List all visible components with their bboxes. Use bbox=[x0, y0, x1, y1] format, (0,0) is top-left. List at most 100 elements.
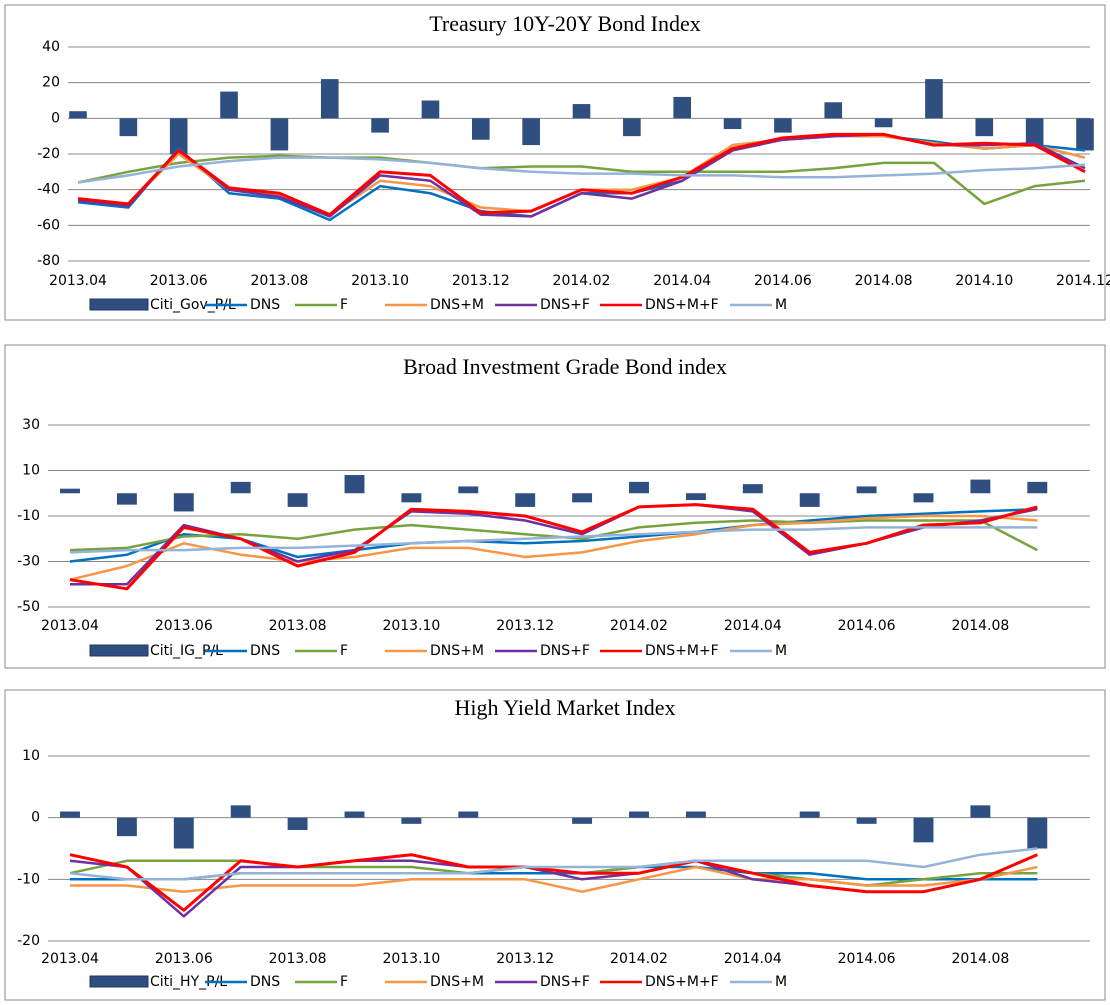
legend-label: DNS bbox=[250, 974, 280, 990]
chart-title: Broad Investment Grade Bond index bbox=[403, 354, 727, 379]
bar bbox=[287, 817, 308, 830]
bar bbox=[572, 817, 593, 824]
bar bbox=[673, 96, 692, 119]
legend-label: DNS bbox=[250, 297, 280, 313]
bar bbox=[685, 811, 706, 818]
x-tick-label: 2013.10 bbox=[351, 273, 409, 289]
chart-frame bbox=[4, 689, 1106, 1001]
bar bbox=[344, 475, 365, 494]
bar bbox=[515, 493, 536, 507]
x-tick-label: 2014.08 bbox=[855, 273, 913, 289]
bar bbox=[230, 805, 251, 818]
x-tick-label: 2013.08 bbox=[250, 273, 308, 289]
bar bbox=[421, 100, 440, 119]
bar bbox=[856, 817, 877, 824]
bar bbox=[685, 493, 706, 501]
chart-title: High Yield Market Index bbox=[455, 695, 676, 720]
bar bbox=[874, 118, 893, 128]
bar bbox=[572, 104, 591, 119]
bar bbox=[799, 811, 820, 818]
bar bbox=[925, 79, 943, 119]
bar bbox=[458, 486, 479, 494]
y-tick-label: -10 bbox=[17, 508, 40, 524]
series-line bbox=[77, 134, 1086, 222]
bar bbox=[471, 118, 490, 140]
bar bbox=[623, 118, 641, 137]
legend-label: DNS+F bbox=[540, 974, 590, 990]
bar bbox=[975, 118, 994, 137]
x-tick-label: 2013.06 bbox=[155, 618, 213, 634]
bar bbox=[69, 111, 87, 119]
bar bbox=[1027, 817, 1048, 849]
series-line bbox=[69, 847, 1038, 881]
series-line bbox=[70, 865, 1038, 893]
bar bbox=[60, 488, 80, 494]
bar bbox=[913, 493, 934, 503]
legend-label: DNS bbox=[250, 643, 280, 659]
bar bbox=[824, 102, 843, 119]
bar bbox=[60, 811, 80, 818]
bar bbox=[913, 817, 934, 843]
bar bbox=[116, 817, 137, 837]
x-tick-label: 2013.10 bbox=[382, 951, 440, 967]
x-tick-label: 2013.08 bbox=[269, 951, 327, 967]
bar bbox=[320, 79, 339, 119]
y-tick-label: -20 bbox=[37, 146, 60, 162]
bar bbox=[287, 493, 308, 507]
bar bbox=[401, 493, 422, 503]
bar bbox=[173, 493, 194, 512]
series-line bbox=[77, 133, 1086, 218]
bar bbox=[1025, 118, 1044, 146]
x-tick-label: 2014.02 bbox=[610, 618, 668, 634]
legend-label: DNS+M+F bbox=[645, 297, 719, 313]
legend-label: DNS+F bbox=[540, 297, 590, 313]
y-tick-label: 10 bbox=[22, 748, 40, 764]
x-tick-label: 2014.06 bbox=[838, 618, 896, 634]
legend-label: DNS+M bbox=[430, 297, 484, 313]
legend-label: DNS+M bbox=[430, 643, 484, 659]
y-tick-label: -20 bbox=[17, 933, 40, 949]
series-line bbox=[69, 503, 1038, 591]
bar bbox=[723, 118, 742, 130]
legend-label: DNS+M+F bbox=[645, 643, 719, 659]
x-tick-label: 2014.10 bbox=[955, 273, 1013, 289]
x-tick-label: 2013.08 bbox=[269, 618, 327, 634]
x-tick-label: 2014.04 bbox=[724, 951, 782, 967]
bar bbox=[220, 91, 238, 119]
x-tick-label: 2014.12 bbox=[1056, 273, 1110, 289]
legend-label: M bbox=[775, 974, 787, 990]
legend-label: Citi_Gov_P/L bbox=[150, 297, 236, 313]
x-tick-label: 2014.06 bbox=[838, 951, 896, 967]
legend-label: DNS+M+F bbox=[645, 974, 719, 990]
x-tick-label: 2014.02 bbox=[553, 273, 611, 289]
bar bbox=[1027, 481, 1048, 494]
bar bbox=[116, 493, 137, 505]
x-tick-label: 2014.06 bbox=[754, 273, 812, 289]
x-tick-label: 2014.04 bbox=[724, 618, 782, 634]
bar bbox=[970, 805, 991, 818]
series-line bbox=[69, 853, 1038, 912]
bar bbox=[522, 118, 540, 146]
y-tick-label: 40 bbox=[42, 39, 60, 55]
bar bbox=[344, 811, 365, 818]
bar bbox=[458, 811, 479, 818]
legend-label: F bbox=[340, 974, 348, 990]
x-tick-label: 2013.04 bbox=[41, 618, 99, 634]
series-line bbox=[77, 154, 1086, 206]
y-tick-label: 20 bbox=[42, 75, 60, 91]
bar bbox=[401, 817, 422, 824]
legend-swatch bbox=[89, 975, 149, 988]
bar bbox=[799, 493, 820, 507]
bar bbox=[629, 481, 649, 494]
x-tick-label: 2013.04 bbox=[41, 951, 99, 967]
legend-label: F bbox=[340, 297, 348, 313]
x-tick-label: 2013.12 bbox=[496, 951, 554, 967]
y-tick-label: 30 bbox=[22, 417, 40, 433]
legend-label: M bbox=[775, 643, 787, 659]
bar bbox=[856, 486, 877, 494]
chart-title: Treasury 10Y-20Y Bond Index bbox=[429, 11, 701, 36]
chart-frame bbox=[4, 344, 1106, 669]
bar bbox=[230, 481, 251, 494]
chart-frame bbox=[4, 4, 1106, 321]
